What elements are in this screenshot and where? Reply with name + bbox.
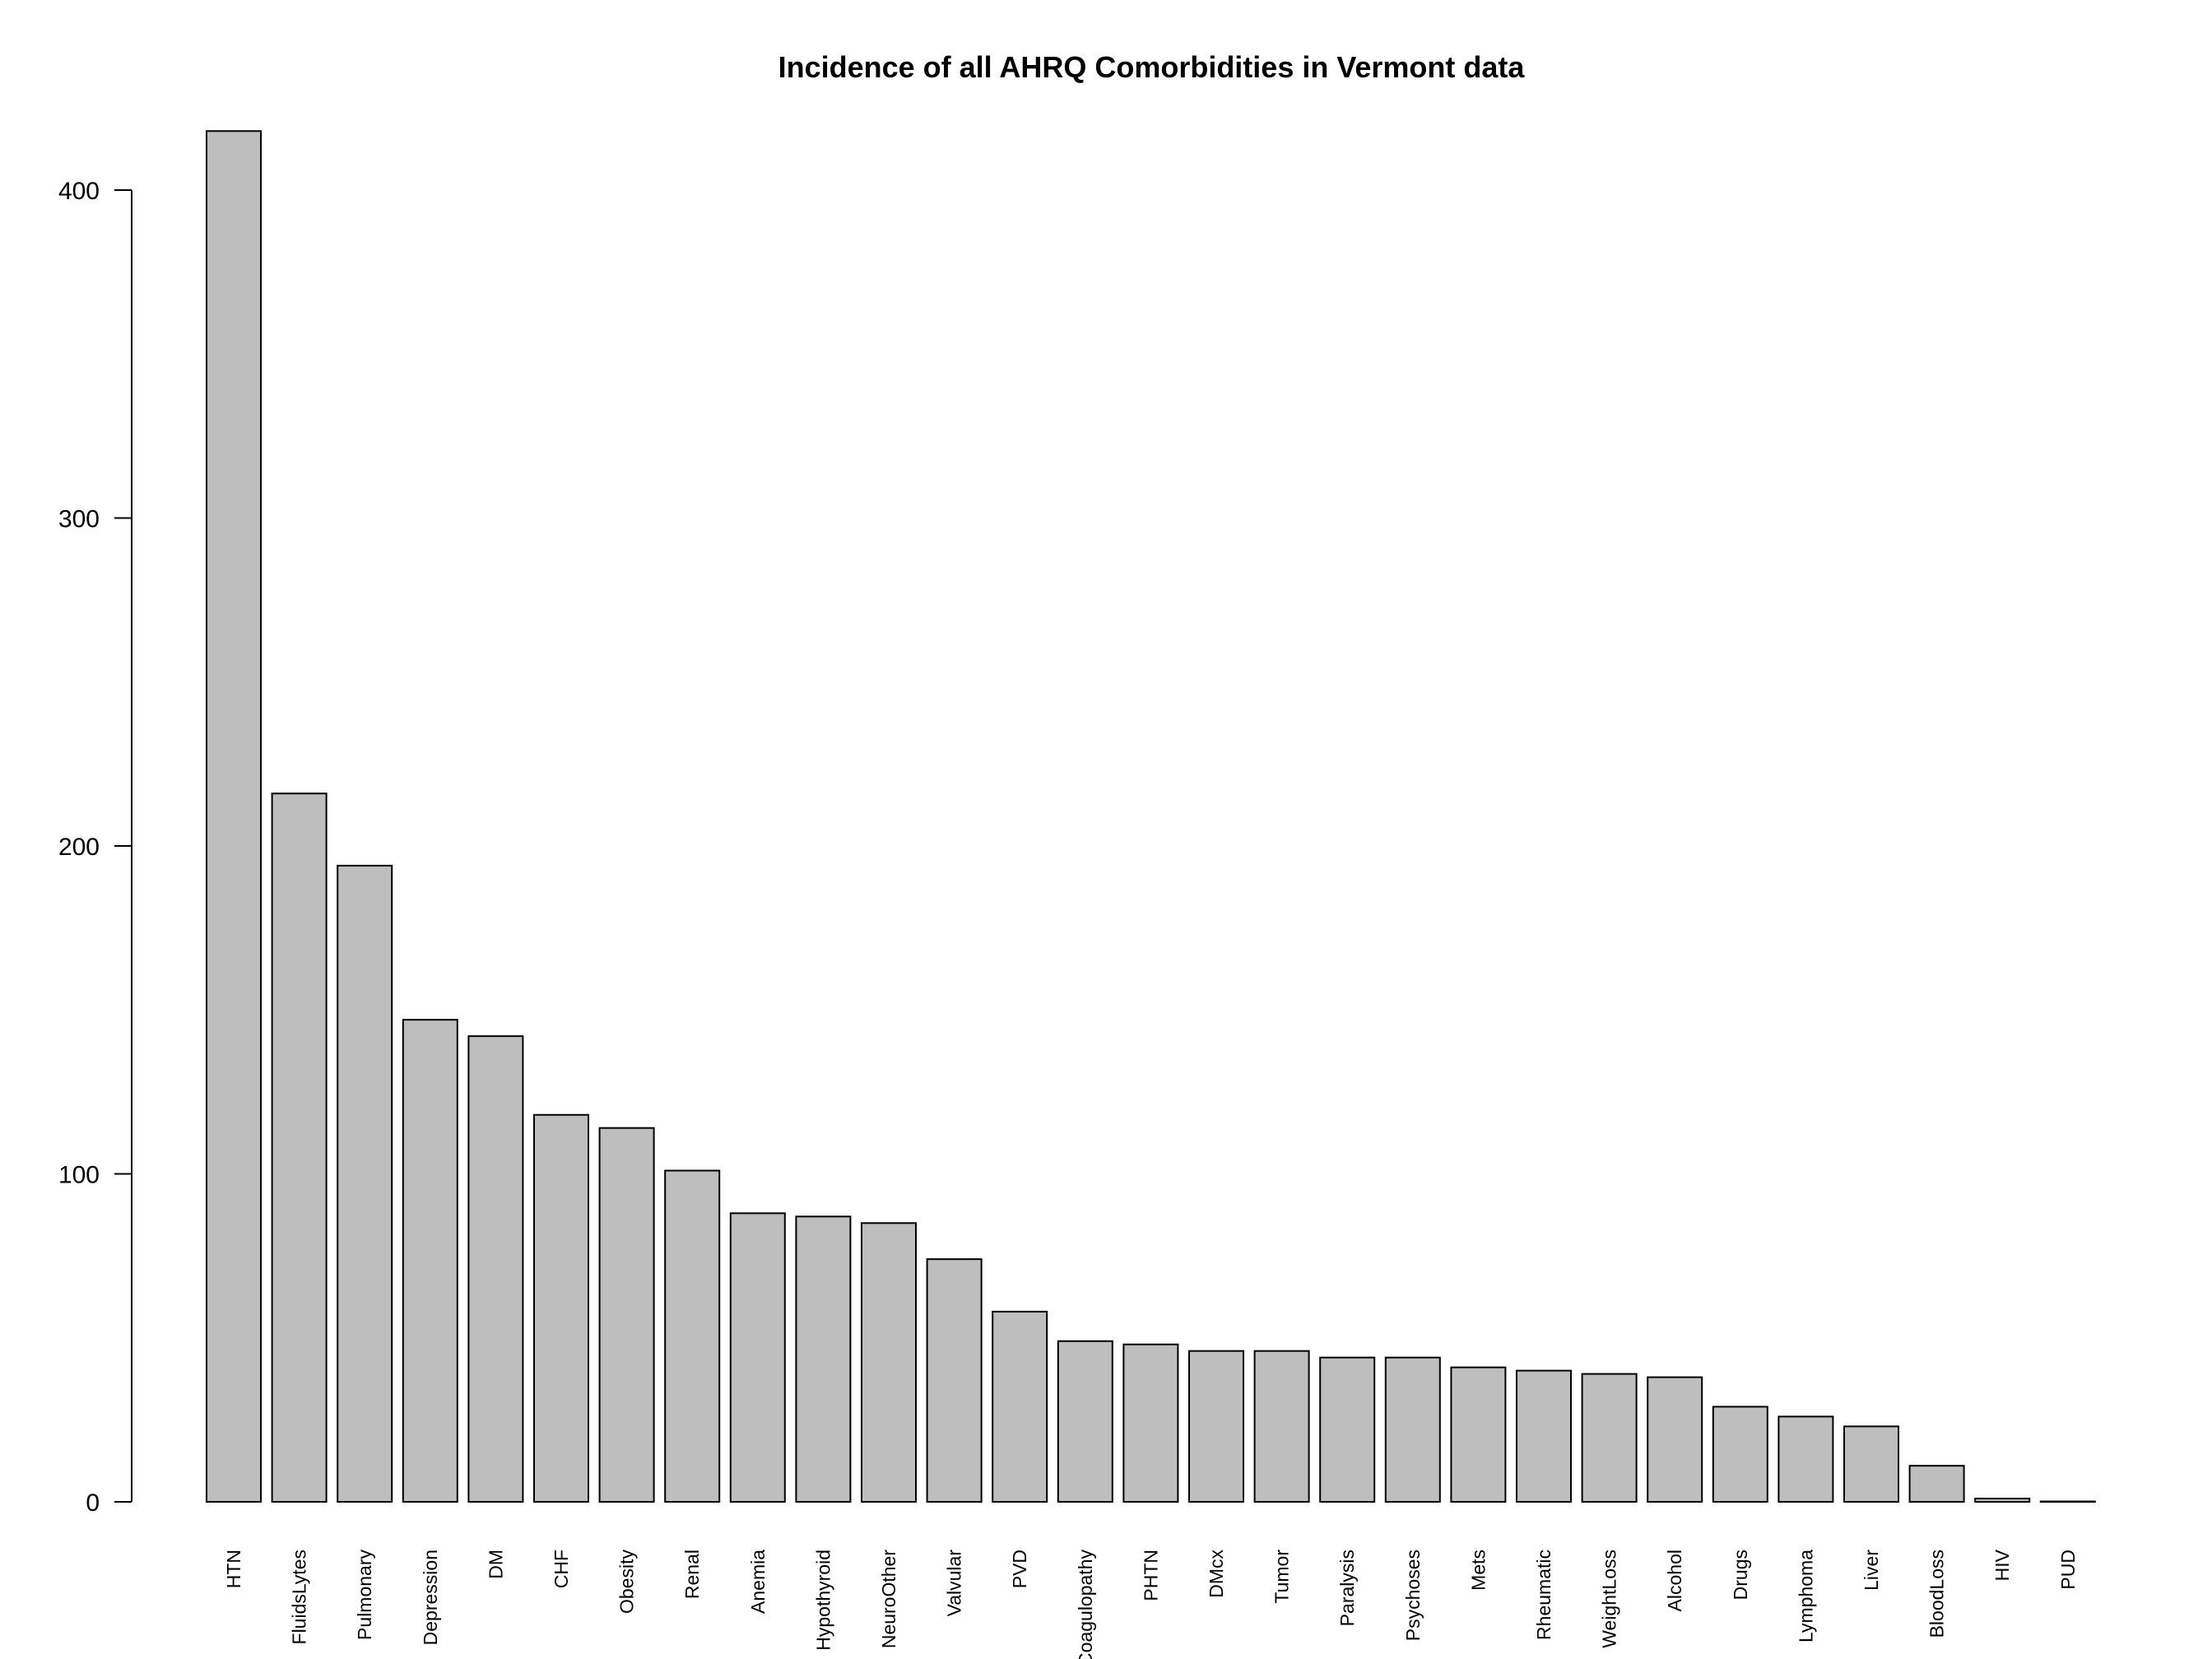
x-tick-label: Valvular [944,1550,965,1617]
bar-bloodloss [1908,1465,1965,1503]
x-tick-label: PUD [2057,1550,2079,1590]
bar-chf [533,1113,589,1503]
x-tick-label: WeightLoss [1599,1550,1620,1648]
x-tick-label: Pulmonary [354,1550,375,1640]
bar-anemia [729,1212,786,1503]
bar-renal [664,1169,721,1503]
x-tick-label: FluidsLytes [289,1550,310,1644]
x-tick-label: DM [485,1550,506,1579]
bar-coagulopathy [1057,1340,1113,1503]
x-tick-label: Paralysis [1336,1550,1358,1626]
bar-dm [467,1035,524,1503]
bars [206,130,2096,1503]
bar-drugs [1712,1406,1768,1503]
x-tick-label: Coagulopathy [1075,1550,1096,1659]
bar-hypothyroid [795,1215,852,1503]
bar-fluidslytes [271,792,328,1503]
y-tick-label: 100 [58,1162,100,1189]
bar-psychoses [1384,1356,1441,1503]
x-tick-label: Tumor [1271,1550,1293,1604]
x-tick-label: Obesity [616,1550,638,1614]
chart-title: Incidence of all AHRQ Comorbidities in V… [778,50,1526,84]
x-tick-label: DMcx [1206,1550,1227,1598]
bar-obesity [598,1127,655,1503]
x-tick-label: Lymphoma [1795,1550,1816,1643]
x-tick-label: Anemia [747,1550,769,1614]
bar-dmcx [1188,1350,1244,1503]
bar-depression [402,1019,458,1503]
x-tick-label: Hypothyroid [812,1550,834,1651]
bar-paralysis [1319,1356,1376,1503]
bar-htn [206,130,262,1503]
x-axis-labels: HTN FluidsLytes Pulmonary Depression DM CHF Ob… [223,1549,2079,1659]
bar-rheumatic [1516,1369,1572,1503]
bar-neuroother [861,1222,917,1503]
bar-liver [1843,1425,1899,1503]
bar-weightloss [1581,1373,1638,1503]
bar-alcohol [1647,1376,1703,1503]
x-tick-label: Liver [1861,1550,1882,1591]
x-tick-label: PVD [1009,1550,1030,1588]
y-tick-label: 400 [58,178,100,205]
bar-hiv [1974,1498,2031,1503]
bar-lymphoma [1778,1415,1834,1503]
x-tick-label: Alcohol [1664,1550,1685,1611]
x-tick-label: Renal [681,1550,703,1599]
bar-valvular [926,1258,983,1503]
x-tick-label: Depression [420,1550,441,1645]
bar-mets [1450,1366,1507,1503]
bar-pud [2039,1500,2096,1503]
x-tick-label: Psychoses [1402,1550,1424,1641]
x-tick-label: BloodLoss [1926,1550,1948,1638]
x-tick-label: HIV [1991,1549,2013,1581]
x-tick-label: Rheumatic [1533,1550,1554,1640]
x-tick-label: CHF [551,1550,572,1588]
x-tick-label: Drugs [1730,1550,1751,1600]
bar-tumor [1253,1350,1310,1503]
y-tick-label: 300 [58,506,100,533]
y-tick-label: 200 [58,834,100,861]
bar-phtn [1122,1343,1179,1503]
x-tick-label: NeuroOther [878,1550,899,1649]
bar-pvd [992,1310,1048,1503]
y-tick-label: 0 [86,1489,100,1517]
y-axis: 0 100 200 300 400 [58,178,132,1517]
x-tick-label: PHTN [1140,1550,1161,1601]
x-tick-label: HTN [223,1550,244,1588]
bar-pulmonary [337,864,393,1503]
x-tick-label: Mets [1467,1550,1489,1591]
